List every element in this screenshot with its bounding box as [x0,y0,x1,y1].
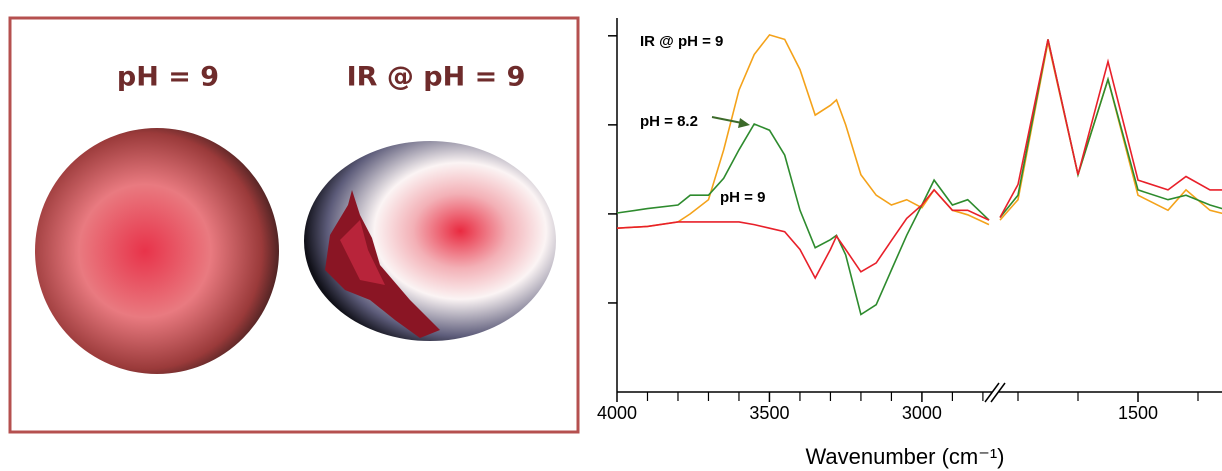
chart: 4000 3500 3000 1500 IR @ pH = 9 pH = 8.2 pH = … [597,18,1222,469]
x-tick-label: 4000 [597,403,637,423]
series-annotation: pH = 8.2 [640,113,698,130]
panel-label: pH = 9 [117,62,219,93]
spectrum-line [1000,42,1222,225]
spectrum-line [617,124,989,315]
annotation-arrow [712,117,742,123]
spectrum-line [1000,39,1222,217]
spectrum-line [1000,39,1222,217]
figure: pH = 9 IR @ pH = 9 4000 3500 3000 1500 IR @ … [0,0,1222,471]
droplet-photo [35,128,279,374]
spectrum-line [617,190,989,278]
annotation-arrowhead [738,118,750,128]
x-tick-label: 3000 [902,403,942,423]
spectrum-line [617,35,989,228]
series-annotation: pH = 9 [720,189,765,206]
x-tick-label: 3500 [749,403,789,423]
x-tick-label: 1500 [1118,403,1158,423]
series-annotation: IR @ pH = 9 [640,33,723,50]
x-axis-title: Wavenumber (cm⁻¹) [805,444,1004,469]
panel-label: IR @ pH = 9 [347,62,526,93]
